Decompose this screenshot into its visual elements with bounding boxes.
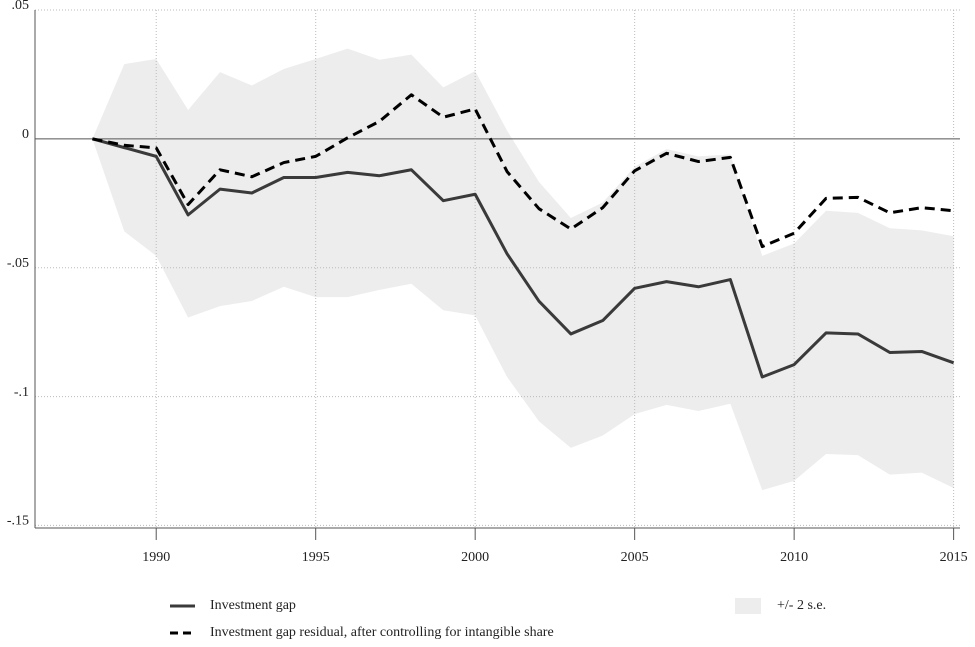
y-tick-label: .05 — [12, 0, 30, 13]
y-tick-label: 0 — [22, 127, 29, 142]
y-tick-label: -.15 — [7, 514, 29, 529]
series-line — [92, 137, 955, 379]
x-tick-label: 2005 — [621, 550, 649, 565]
confidence-band — [92, 48, 954, 491]
y-tick-label: -.05 — [7, 256, 29, 271]
x-tick-label: 1990 — [142, 550, 170, 565]
x-tick-label: 2010 — [780, 550, 808, 565]
x-tick-label: 1995 — [302, 550, 330, 565]
y-tick-label: -.1 — [14, 385, 29, 400]
legend-label: Investment gap — [210, 598, 296, 613]
legend-label: Investment gap residual, after controlli… — [210, 625, 554, 640]
legend-label: +/- 2 s.e. — [777, 598, 826, 613]
x-tick-label: 2015 — [940, 550, 968, 565]
legend-swatch — [735, 598, 761, 614]
series-line — [92, 93, 954, 249]
x-tick-label: 2000 — [461, 550, 489, 565]
